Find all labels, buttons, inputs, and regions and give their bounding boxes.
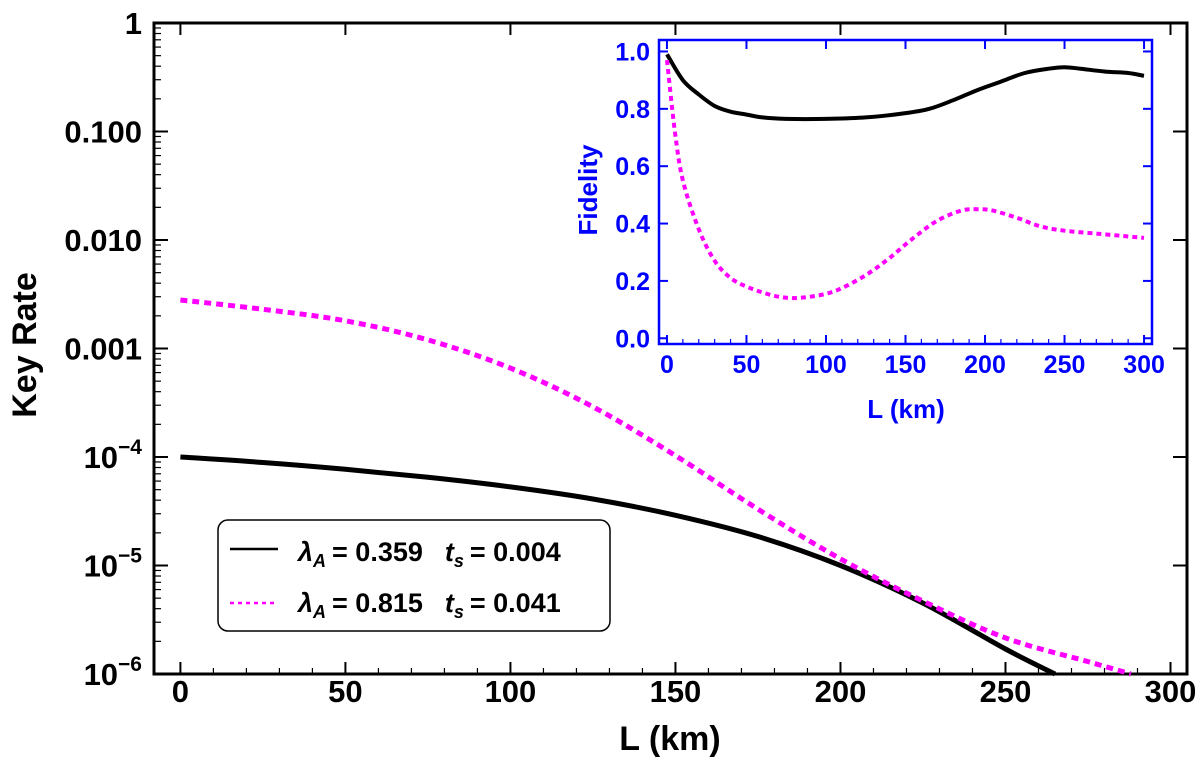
legend: λA = 0.359 ts = 0.004 λA = 0.815 ts = 0.041: [217, 519, 611, 632]
legend-label-2: λA = 0.815 ts = 0.041: [296, 588, 561, 622]
inset-y-tick-label: 0.2: [615, 268, 650, 296]
main-y-tick-label: 0.001: [64, 332, 142, 367]
main-x-tick-label: 0: [172, 674, 189, 709]
main-series-group: [180, 297, 1132, 677]
inset-series-line-1: [665, 53, 1145, 122]
main-series-line-1: [180, 454, 1057, 677]
legend-label-1: λA = 0.359 ts = 0.004: [296, 537, 561, 571]
main-y-axis-label: Key Rate: [6, 272, 44, 418]
inset-y-tick-label: 1.0: [615, 38, 650, 66]
main-x-tick-label: 300: [1145, 674, 1197, 709]
inset-x-tick-label: 0: [660, 351, 674, 379]
main-y-axis: 1 0.100 0.010 0.001 10−4 10−5 10−6: [64, 6, 1187, 692]
main-x-axis-label: L (km): [619, 720, 720, 758]
legend-entry-2: λA = 0.815 ts = 0.041: [230, 588, 561, 622]
main-y-tick-label: 0.010: [64, 223, 142, 258]
main-y-tick-label: 10−5: [84, 545, 143, 584]
main-x-tick-label: 250: [980, 674, 1032, 709]
inset-y-tick-label: 0.6: [615, 153, 650, 181]
legend-box: [217, 519, 611, 632]
inset-plot: 0 50 100 150 200 250 300 0.0 0.2 0.4 0.6 0.8 1.0 L …: [573, 38, 1165, 424]
inset-x-tick-label: 250: [1044, 351, 1086, 379]
inset-y-axis-label: Fidelity: [573, 144, 603, 236]
main-y-tick-label: 10−6: [84, 653, 142, 692]
inset-plot-frame: [657, 38, 1154, 346]
main-x-tick-label: 200: [815, 674, 867, 709]
inset-series-group: [665, 53, 1145, 301]
main-x-axis: 0 50 100 150 200 250 300: [172, 23, 1197, 709]
inset-y-tick-label: 0.0: [615, 325, 650, 353]
main-y-tick-label: 10−4: [84, 436, 143, 475]
main-y-tick-label: 0.100: [64, 115, 142, 150]
inset-series-line-2: [665, 59, 1145, 301]
inset-x-tick-label: 150: [885, 351, 927, 379]
inset-x-tick-label: 50: [733, 351, 761, 379]
inset-x-tick-label: 100: [805, 351, 847, 379]
inset-y-axis: 0.0 0.2 0.4 0.6 0.8 1.0: [615, 38, 1152, 353]
inset-x-axis: 0 50 100 150 200 250 300: [660, 40, 1165, 379]
main-x-tick-label: 50: [328, 674, 362, 709]
inset-y-tick-label: 0.4: [615, 211, 650, 239]
inset-y-tick-label: 0.8: [615, 96, 650, 124]
inset-x-axis-label: L (km): [867, 394, 945, 424]
inset-x-tick-label: 300: [1123, 351, 1165, 379]
legend-entry-1: λA = 0.359 ts = 0.004: [230, 537, 561, 571]
main-x-tick-label: 100: [485, 674, 537, 709]
main-y-tick-label: 1: [125, 6, 142, 41]
main-x-tick-label: 150: [650, 674, 702, 709]
inset-x-tick-label: 200: [964, 351, 1006, 379]
